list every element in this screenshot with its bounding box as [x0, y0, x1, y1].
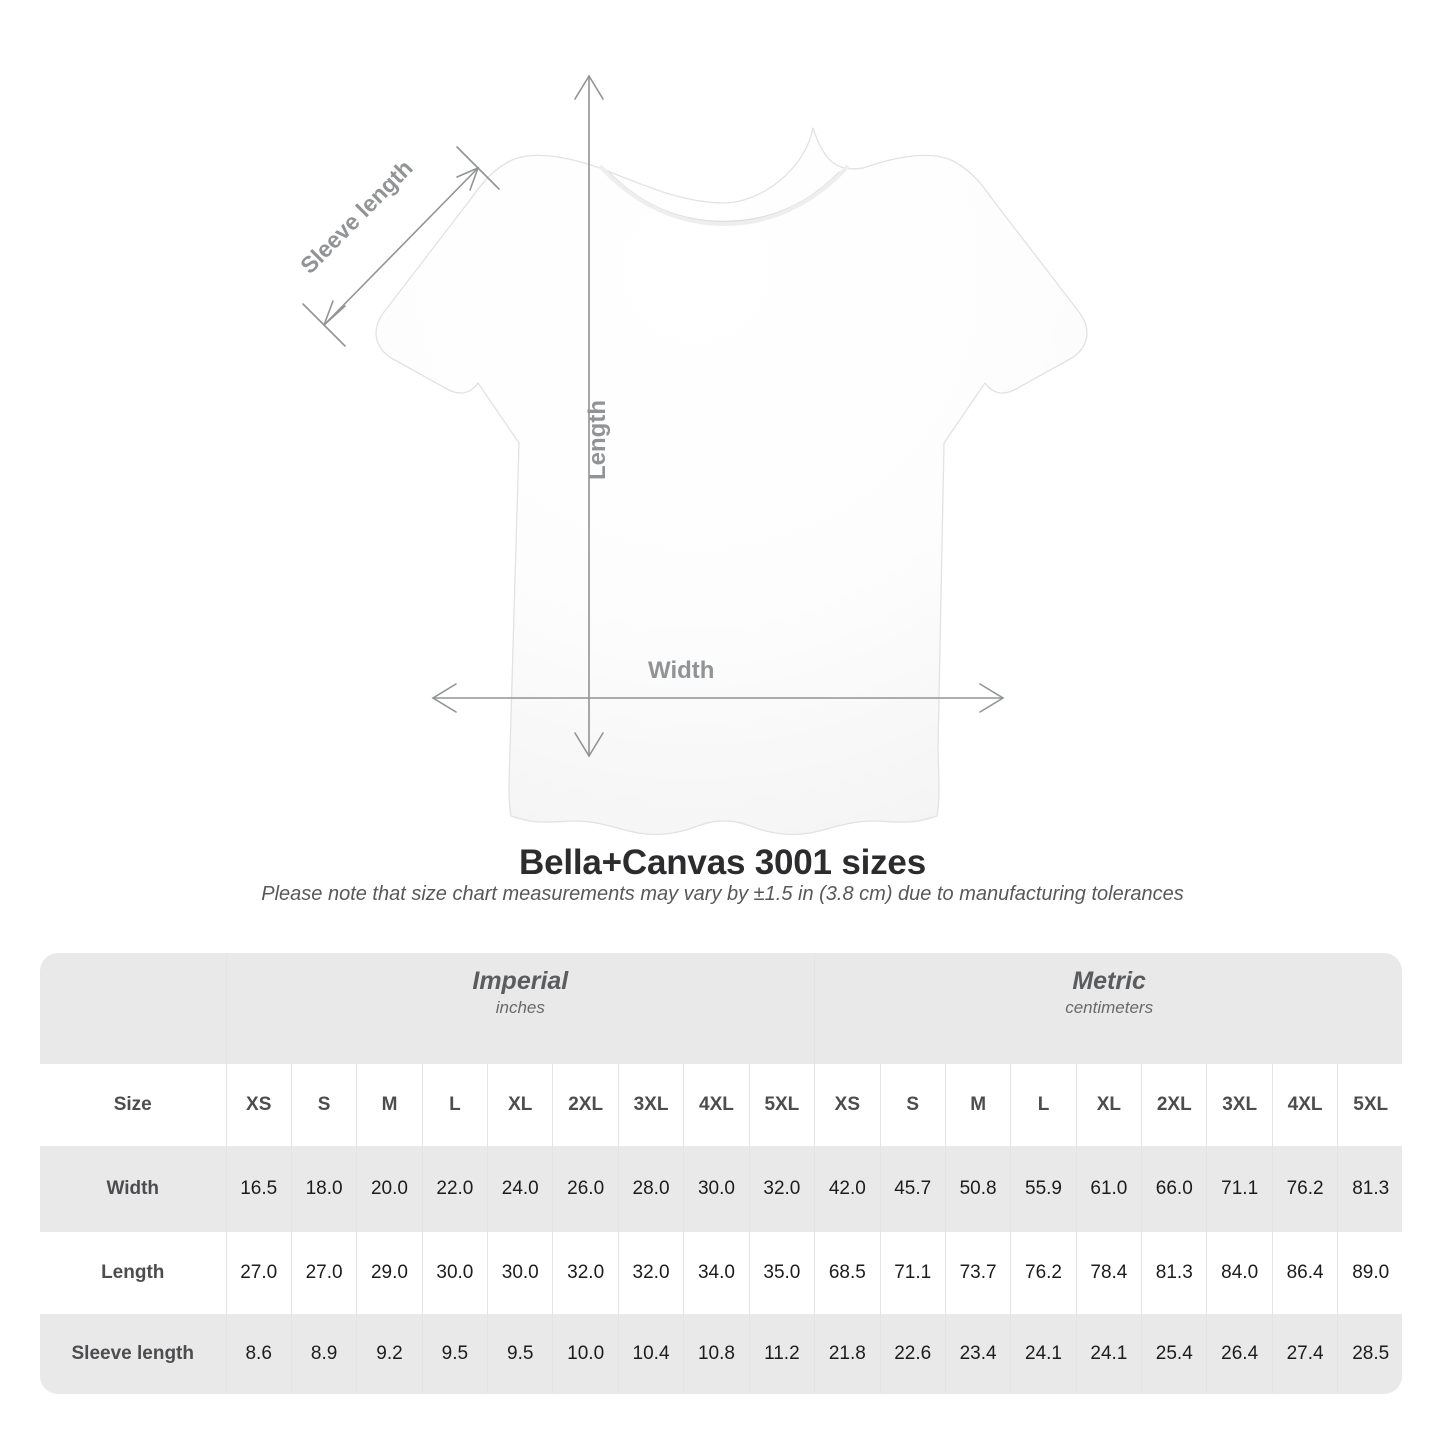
- svg-text:Width: Width: [648, 657, 714, 684]
- svg-text:Length: Length: [584, 400, 611, 480]
- svg-text:Sleeve length: Sleeve length: [295, 155, 418, 279]
